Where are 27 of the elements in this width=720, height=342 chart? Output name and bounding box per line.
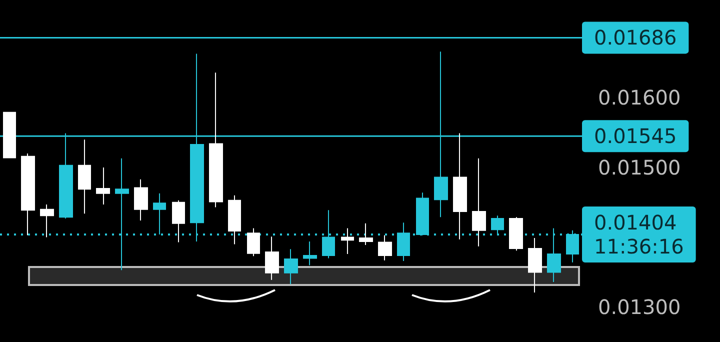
candlestick: [247, 228, 260, 257]
candlestick: [303, 240, 317, 266]
candlestick: [172, 200, 185, 243]
y-tick-label: 0.01600: [598, 86, 681, 110]
candlestick: [284, 248, 298, 285]
candlestick: [96, 167, 110, 205]
candlestick: [359, 222, 373, 246]
candlestick: [228, 194, 241, 245]
ref-line-label: 0.01545: [594, 124, 677, 148]
candlestick: [265, 236, 279, 280]
candlestick: [209, 72, 223, 208]
candlestick: [341, 228, 354, 255]
candlestick: [40, 204, 54, 238]
candlestick: [3, 112, 16, 158]
candlestick: [134, 178, 148, 222]
candlestick: [78, 139, 91, 214]
ref-line-label: 0.01404 11:36:16: [594, 210, 684, 259]
candlestick: [528, 238, 542, 293]
candlestick: [378, 234, 392, 261]
candlestick: [509, 216, 523, 252]
y-tick-label: 0.01300: [598, 295, 681, 320]
y-tick-label: 0.01500: [598, 156, 681, 180]
ref-line-label: 0.01686: [594, 26, 677, 50]
candlestick: [21, 153, 35, 236]
candlestick: [472, 158, 486, 247]
candlestick: [453, 132, 467, 240]
candlestick: [397, 222, 410, 262]
